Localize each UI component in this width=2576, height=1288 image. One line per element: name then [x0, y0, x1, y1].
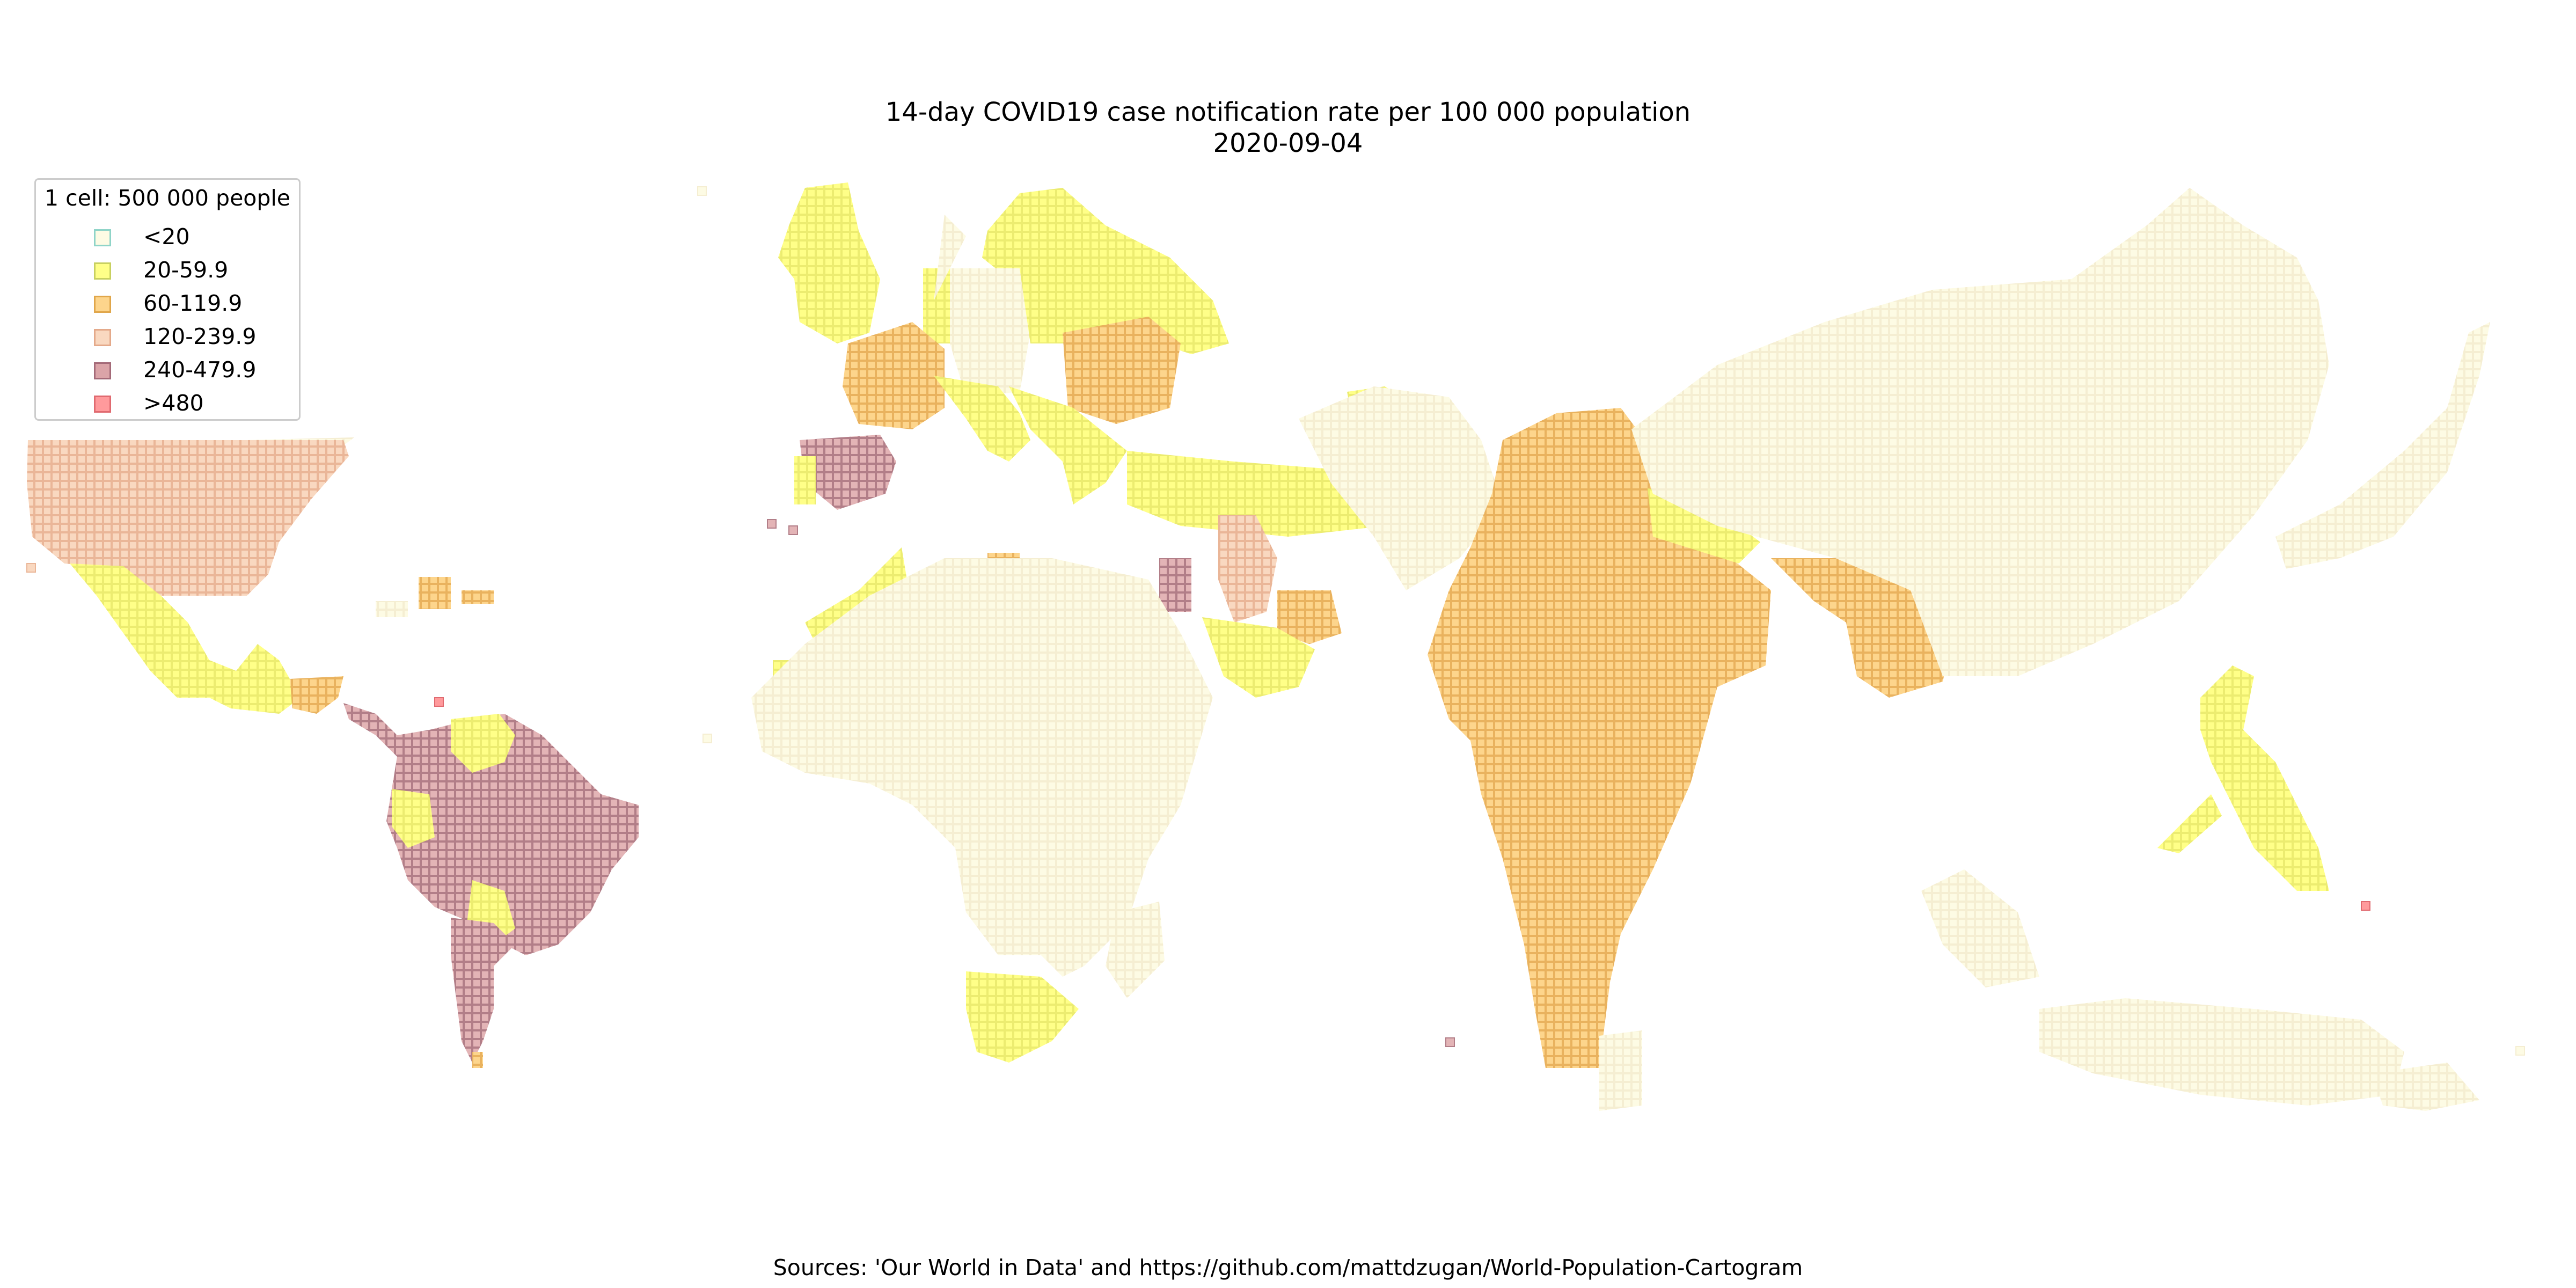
- region-sri-lanka: [1599, 1030, 1642, 1111]
- region-ecuador: [392, 789, 435, 848]
- region-argentina-chile: [451, 918, 515, 1063]
- region-central-asia: [1299, 386, 1503, 590]
- region-india: [1428, 408, 1771, 1068]
- legend-label: 240-479.9: [143, 357, 257, 383]
- region-iraq: [1218, 515, 1277, 623]
- title-date: 2020-09-04: [1213, 128, 1363, 158]
- region-portugal: [794, 456, 816, 504]
- region-italy: [934, 376, 1030, 462]
- legend-item: <20: [36, 223, 299, 256]
- region-dot-3: [788, 525, 798, 535]
- region-spain: [800, 435, 896, 510]
- region-indonesia: [2039, 998, 2404, 1106]
- region-dot-2: [767, 519, 777, 529]
- region-usa: [27, 440, 349, 596]
- title-line-1: 14-day COVID19 case notification rate pe…: [885, 97, 1691, 127]
- region-saudi: [1202, 617, 1315, 698]
- region-bangladesh: [1771, 558, 1953, 698]
- region-russia: [934, 215, 966, 301]
- region-china: [1631, 188, 2329, 676]
- region-venezuela: [451, 714, 515, 773]
- region-nepal: [1648, 488, 1760, 564]
- legend-swatch: [94, 229, 111, 246]
- region-germany: [945, 268, 1030, 397]
- legend-label: <20: [143, 224, 190, 250]
- region-central-america: [290, 676, 343, 714]
- legend-swatch: [94, 329, 111, 346]
- region-dot-7: [2361, 901, 2370, 911]
- legend-swatch: [94, 362, 111, 379]
- source-note: Sources: 'Our World in Data' and https:/…: [773, 1255, 1803, 1280]
- region-caribbean: [462, 590, 494, 604]
- map-title: 14-day COVID19 case notification rate pe…: [0, 97, 2576, 159]
- legend-swatch: [94, 396, 111, 413]
- map-legend: 1 cell: 500 000 people <20 20-59.9 60-119.…: [34, 178, 301, 421]
- legend-item: 20-59.9: [36, 256, 299, 289]
- region-mexico: [70, 564, 301, 714]
- legend-item: 60-119.9: [36, 289, 299, 323]
- legend-swatch: [94, 262, 111, 280]
- region-dot-5: [434, 697, 444, 707]
- region-israel: [1159, 558, 1191, 612]
- region-dot-6: [1445, 1037, 1455, 1047]
- region-turkey: [1127, 451, 1385, 537]
- legend-item: 240-479.9: [36, 356, 299, 389]
- region-south-africa: [966, 971, 1079, 1063]
- region-uk: [778, 182, 880, 343]
- region-dot-4: [702, 734, 712, 743]
- legend-label: 20-59.9: [143, 257, 229, 283]
- region-balkans: [1009, 386, 1127, 504]
- region-dot-8: [2515, 1046, 2525, 1056]
- region-japan-korea: [2275, 322, 2490, 569]
- region-france: [843, 322, 945, 429]
- legend-label: 120-239.9: [143, 324, 257, 349]
- region-caribbean-2: [376, 601, 408, 617]
- region-philippines-sw: [2157, 794, 2222, 853]
- region-dot-9: [26, 563, 36, 573]
- legend-item: >480: [36, 389, 299, 422]
- region-brazil-peru: [343, 703, 639, 955]
- region-new-guinea: [2372, 1063, 2479, 1111]
- region-southeast-asia: [1921, 869, 2039, 987]
- legend-label: >480: [143, 390, 204, 416]
- region-poland: [1020, 258, 1127, 343]
- region-gulf: [1277, 590, 1342, 644]
- region-benelux: [923, 268, 950, 343]
- region-africa: [751, 558, 1213, 977]
- region-cuba: [419, 577, 451, 609]
- legend-swatch: [94, 296, 111, 313]
- legend-item: 120-239.9: [36, 323, 299, 356]
- legend-label: 60-119.9: [143, 290, 243, 316]
- region-ukraine-romania: [1063, 317, 1181, 424]
- legend-title: 1 cell: 500 000 people: [44, 185, 291, 211]
- region-uruguay: [472, 1052, 483, 1068]
- region-philippines: [2200, 665, 2329, 891]
- region-dot-1: [697, 186, 707, 196]
- region-madagascar: [1106, 902, 1165, 998]
